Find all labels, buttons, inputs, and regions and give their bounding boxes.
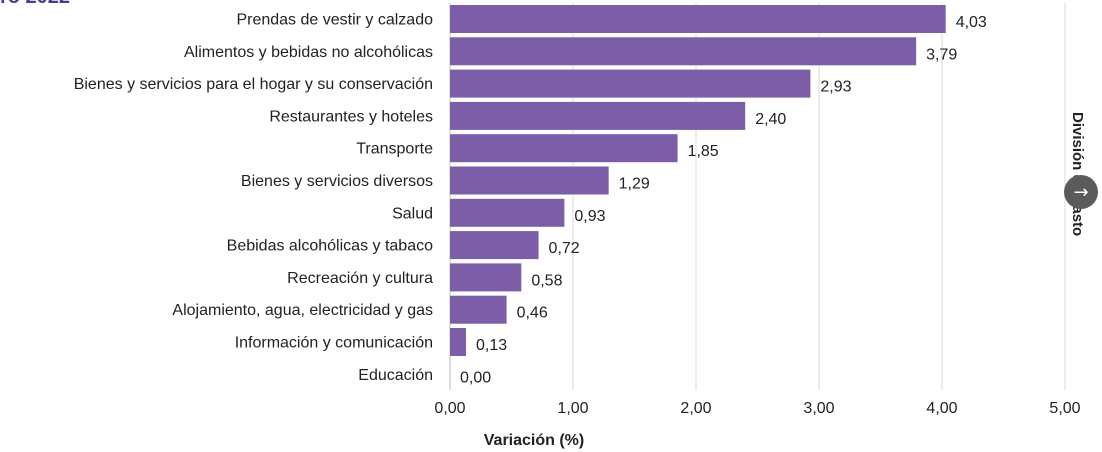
value-label: 1,29 xyxy=(619,176,650,193)
bar xyxy=(450,101,746,130)
category-label: Recreación y cultura xyxy=(287,270,433,287)
value-label: 0,72 xyxy=(549,240,580,257)
category-label: Restaurantes y hoteles xyxy=(269,108,433,125)
value-label: 0,93 xyxy=(574,208,605,225)
bar xyxy=(450,231,539,260)
category-label: Alojamiento, agua, electricidad y gas xyxy=(172,302,433,319)
value-label: 0,13 xyxy=(476,337,507,354)
category-label: Transporte xyxy=(356,141,433,158)
bar xyxy=(450,37,917,66)
bar xyxy=(450,134,678,163)
x-tick-label: 4,00 xyxy=(926,400,957,417)
value-label: 0,58 xyxy=(531,272,562,289)
value-label: 2,40 xyxy=(755,111,786,128)
bar xyxy=(450,328,466,356)
x-axis-label: Variación (%) xyxy=(484,432,584,449)
bar xyxy=(450,295,507,324)
value-label: 3,79 xyxy=(926,46,957,63)
x-tick-label: 0,00 xyxy=(434,400,465,417)
bar xyxy=(450,263,522,292)
category-label: Bebidas alcohólicas y tabaco xyxy=(227,238,433,255)
bar xyxy=(450,69,811,98)
category-label: Información y comunicación xyxy=(235,335,433,352)
value-label: 4,03 xyxy=(956,14,987,31)
category-label: Bienes y servicios diversos xyxy=(241,173,433,190)
bar xyxy=(450,166,609,195)
category-label: Bienes y servicios para el hogar y su co… xyxy=(74,76,433,93)
category-label: Salud xyxy=(392,205,433,222)
bar xyxy=(450,198,565,227)
value-label: 0,00 xyxy=(460,369,491,386)
category-label: Educación xyxy=(358,367,433,384)
x-tick-label: 2,00 xyxy=(680,400,711,417)
arrow-right-icon: → xyxy=(1073,181,1089,203)
x-tick-label: 1,00 xyxy=(557,400,588,417)
bar xyxy=(450,5,946,33)
side-panel-label-text: División de gasto xyxy=(1069,112,1086,237)
chart-title-fragment: ro 2022 xyxy=(0,0,70,9)
value-label: 2,93 xyxy=(820,79,851,96)
category-label: Prendas de vestir y calzado xyxy=(236,12,433,29)
value-label: 0,46 xyxy=(517,305,548,322)
value-label: 1,85 xyxy=(688,143,719,160)
next-arrow-button[interactable]: → xyxy=(1064,175,1098,209)
x-tick-label: 5,00 xyxy=(1049,400,1080,417)
category-label: Alimentos y bebidas no alcohólicas xyxy=(184,44,433,61)
x-tick-label: 3,00 xyxy=(803,400,834,417)
